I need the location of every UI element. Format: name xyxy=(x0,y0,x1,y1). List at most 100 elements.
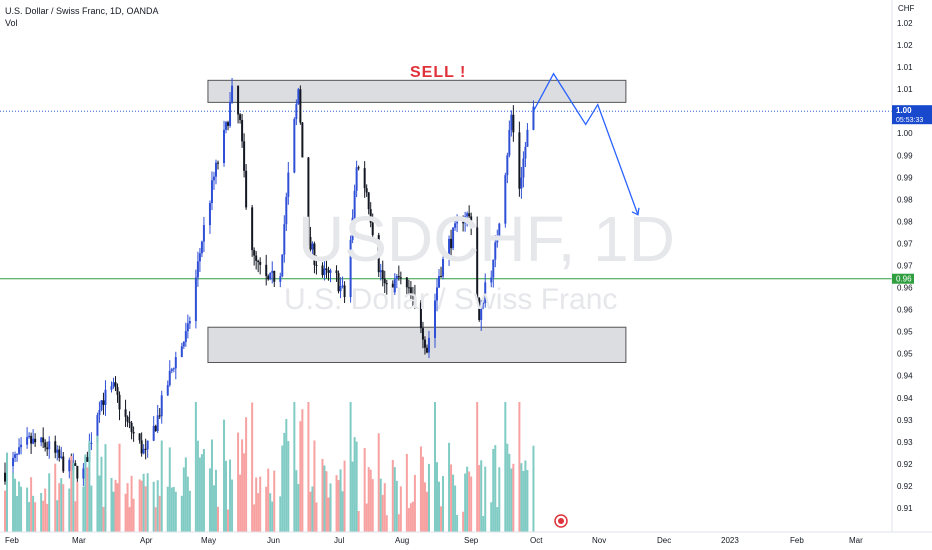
volume-bar xyxy=(124,493,127,532)
candle-body xyxy=(251,207,254,251)
candle-body xyxy=(423,339,426,348)
volume-bar xyxy=(154,507,157,532)
volume-bar xyxy=(442,476,445,532)
support-level-label-bg xyxy=(892,273,914,284)
volume-bar xyxy=(196,440,199,532)
candle-body xyxy=(4,472,6,482)
volume-bar xyxy=(116,483,119,532)
volume-bar xyxy=(369,469,372,532)
volume-bar xyxy=(257,493,260,532)
candle-body xyxy=(520,177,523,189)
time-tick: Mar xyxy=(72,536,86,545)
candle-body xyxy=(44,442,47,448)
candle-body xyxy=(210,180,213,204)
candle-body xyxy=(367,192,370,210)
volume-bar xyxy=(74,501,77,532)
volume-bar xyxy=(454,485,457,532)
time-tick: Jul xyxy=(334,536,344,545)
candle-body xyxy=(104,389,107,405)
candle-body xyxy=(229,101,232,126)
volume-bar xyxy=(283,432,286,532)
volume-bar xyxy=(456,515,459,532)
volume-bar xyxy=(391,459,394,532)
candle-body xyxy=(216,162,219,164)
volume-bar xyxy=(16,495,19,532)
candle-body xyxy=(279,276,282,282)
price-tick: 1.01 xyxy=(897,63,913,72)
candle-body xyxy=(42,437,45,443)
candle-body xyxy=(196,261,199,278)
volume-bar xyxy=(492,449,495,532)
volume-bar xyxy=(198,457,201,532)
volume-bar xyxy=(200,454,203,532)
volume-bar xyxy=(496,507,499,532)
candle-body xyxy=(522,158,525,178)
volume-bar xyxy=(452,474,455,532)
candle-body xyxy=(156,415,159,431)
candle-body xyxy=(241,119,244,142)
volume-bar xyxy=(30,477,33,532)
candle-body xyxy=(478,298,481,320)
price-tick: 0.99 xyxy=(897,173,913,182)
volume-bar xyxy=(160,440,163,532)
candle-body xyxy=(110,386,113,390)
candle-body xyxy=(172,368,175,370)
volume-bar xyxy=(381,494,384,532)
candle-body xyxy=(427,337,430,353)
volume-bar xyxy=(4,490,6,532)
volume-bar xyxy=(210,439,213,532)
volume-bar xyxy=(132,498,135,532)
volume-bar xyxy=(323,465,326,532)
volume-bar xyxy=(498,467,501,532)
volume-bar xyxy=(379,478,382,532)
time-tick: Feb xyxy=(5,536,19,545)
volume-bar xyxy=(299,421,302,532)
volume-bar xyxy=(508,453,511,532)
sell-annotation: SELL ! xyxy=(410,64,467,81)
volume-bar xyxy=(397,514,400,532)
volume-bar xyxy=(367,467,370,532)
volume-bar xyxy=(140,480,143,532)
candle-body xyxy=(440,276,443,278)
candle-body xyxy=(214,162,217,177)
candle-body xyxy=(56,449,59,453)
volume-bar xyxy=(295,470,298,532)
candle-body xyxy=(102,400,105,405)
volume-bar xyxy=(476,402,479,532)
candle-body xyxy=(58,449,61,458)
time-tick: Jun xyxy=(267,536,280,545)
candle-body xyxy=(335,270,338,274)
candle-body xyxy=(349,239,352,298)
candle-body xyxy=(100,400,103,411)
candle-body xyxy=(309,236,312,250)
volume-bar xyxy=(504,402,507,532)
time-tick: Mar xyxy=(849,536,863,545)
volume-bar xyxy=(265,486,268,532)
volume-bar xyxy=(371,479,374,532)
candle-body xyxy=(30,435,33,444)
candle-body xyxy=(132,432,135,434)
volume-bar xyxy=(146,473,149,532)
candle-body xyxy=(265,264,268,276)
candle-body xyxy=(269,272,272,280)
candle-body xyxy=(407,287,410,289)
candle-body xyxy=(436,287,439,301)
volume-bar xyxy=(462,511,465,532)
price-tick: 0.94 xyxy=(897,372,913,381)
volume-bar xyxy=(526,470,529,532)
volume-indicator-label: Vol xyxy=(5,18,18,28)
candle-body xyxy=(273,270,276,282)
candle-body xyxy=(138,433,141,441)
volume-bar xyxy=(255,477,258,532)
price-tick: 0.91 xyxy=(897,504,913,513)
volume-bar xyxy=(490,502,493,532)
candle-body xyxy=(508,130,511,156)
candle-body xyxy=(337,273,340,292)
volume-bar xyxy=(327,497,330,532)
candle-body xyxy=(385,283,388,285)
candle-body xyxy=(259,262,262,265)
candle-body xyxy=(126,416,129,422)
candle-body xyxy=(355,167,358,191)
volume-bar xyxy=(76,481,79,532)
